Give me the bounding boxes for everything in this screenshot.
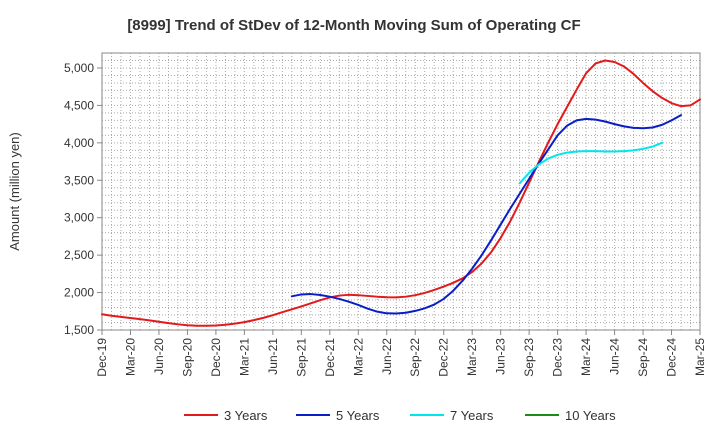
legend-label: 7 Years [450, 408, 494, 423]
x-tick-label: Mar-23 [465, 338, 479, 376]
x-tick-label: Mar-22 [351, 338, 365, 376]
legend-label: 3 Years [224, 408, 268, 423]
x-tick-label: Sep-22 [408, 338, 422, 377]
y-tick-label: 4,500 [64, 98, 94, 112]
y-tick-label: 5,000 [64, 61, 94, 75]
plot-border [101, 52, 701, 331]
x-tick-label: Mar-25 [693, 338, 707, 376]
x-tick-label: Dec-24 [665, 338, 679, 377]
y-tick-label: 1,500 [64, 323, 94, 337]
plot-area [102, 53, 700, 330]
legend-label: 5 Years [336, 408, 380, 423]
y-tick-label: 2,000 [64, 286, 94, 300]
x-tick-label: Jun-22 [380, 338, 394, 375]
x-tick-label: Dec-23 [551, 338, 565, 377]
x-tick-label: Sep-21 [294, 338, 308, 377]
x-tick-label: Mar-21 [237, 338, 251, 376]
x-tick-label: Dec-19 [95, 338, 109, 377]
x-axis-ticks: Dec-19 Mar-20 Jun-20 Sep-20 Dec-20 Mar-21 Jun-… [95, 330, 707, 377]
y-tick-label: 2,500 [64, 248, 94, 262]
x-tick-label: Dec-20 [209, 338, 223, 377]
x-tick-label: Jun-23 [494, 338, 508, 375]
x-tick-label: Sep-23 [522, 338, 536, 377]
x-tick-label: Jun-20 [152, 338, 166, 375]
y-tick-label: 3,000 [64, 211, 94, 225]
grid-lines [102, 53, 700, 330]
x-tick-label: Dec-21 [323, 338, 337, 377]
series-line [518, 141, 664, 185]
series-lines [101, 59, 701, 327]
y-axis-label: Amount (million yen) [7, 132, 22, 251]
series-line [290, 114, 683, 315]
x-tick-label: Mar-20 [123, 338, 137, 376]
chart-title: [8999] Trend of StDev of 12-Month Moving… [127, 17, 580, 34]
x-tick-label: Sep-24 [636, 338, 650, 377]
y-axis-ticks: 1,500 2,000 2,500 3,000 3,500 4,000 4,500 5,000 [64, 61, 102, 337]
legend: 3 Years 5 Years 7 Years 10 Years [184, 408, 616, 423]
y-tick-label: 3,500 [64, 173, 94, 187]
x-tick-label: Mar-24 [579, 338, 593, 376]
series-line [101, 59, 701, 327]
x-tick-label: Jun-24 [608, 338, 622, 375]
legend-label: 10 Years [565, 408, 616, 423]
x-tick-label: Dec-22 [437, 338, 451, 377]
x-tick-label: Sep-20 [180, 338, 194, 377]
x-tick-label: Jun-21 [266, 338, 280, 375]
y-tick-label: 4,000 [64, 136, 94, 150]
